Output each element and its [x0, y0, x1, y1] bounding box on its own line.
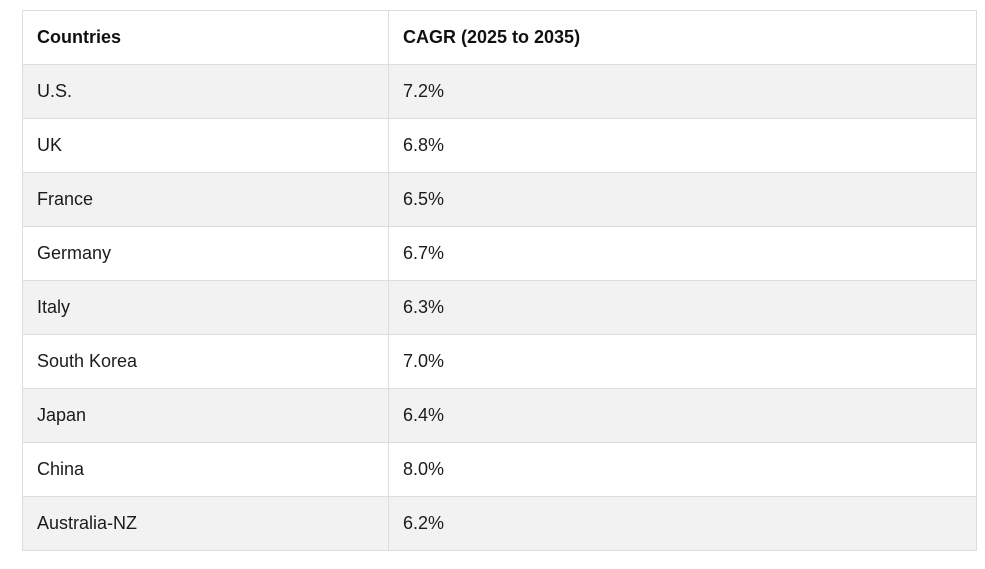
- header-cagr: CAGR (2025 to 2035): [388, 10, 977, 65]
- country-cell: China: [22, 442, 389, 497]
- cagr-cell: 6.2%: [388, 496, 977, 551]
- country-cell: Japan: [22, 388, 389, 443]
- country-cell: Italy: [22, 280, 389, 335]
- header-row: Countries CAGR (2025 to 2035): [22, 10, 977, 65]
- table-body: U.S. 7.2% UK 6.8% France 6.5% Germany 6.…: [22, 64, 977, 551]
- cagr-cell: 6.8%: [388, 118, 977, 173]
- cagr-cell: 7.2%: [388, 64, 977, 119]
- cagr-cell: 8.0%: [388, 442, 977, 497]
- cagr-cell: 7.0%: [388, 334, 977, 389]
- table-row: Australia-NZ 6.2%: [22, 496, 977, 551]
- cagr-cell: 6.4%: [388, 388, 977, 443]
- cagr-cell: 6.7%: [388, 226, 977, 281]
- cagr-by-country-table: Countries CAGR (2025 to 2035) U.S. 7.2% …: [22, 10, 977, 551]
- country-cell: South Korea: [22, 334, 389, 389]
- table-row: UK 6.8%: [22, 118, 977, 173]
- table-row: China 8.0%: [22, 442, 977, 497]
- cagr-cell: 6.5%: [388, 172, 977, 227]
- table-row: France 6.5%: [22, 172, 977, 227]
- country-cell: Germany: [22, 226, 389, 281]
- country-cell: UK: [22, 118, 389, 173]
- table-row: Germany 6.7%: [22, 226, 977, 281]
- table-row: South Korea 7.0%: [22, 334, 977, 389]
- table-row: Japan 6.4%: [22, 388, 977, 443]
- table-row: U.S. 7.2%: [22, 64, 977, 119]
- cagr-table-container: Countries CAGR (2025 to 2035) U.S. 7.2% …: [22, 10, 977, 551]
- table-header: Countries CAGR (2025 to 2035): [22, 10, 977, 65]
- country-cell: U.S.: [22, 64, 389, 119]
- table-row: Italy 6.3%: [22, 280, 977, 335]
- country-cell: France: [22, 172, 389, 227]
- header-countries: Countries: [22, 10, 389, 65]
- cagr-cell: 6.3%: [388, 280, 977, 335]
- country-cell: Australia-NZ: [22, 496, 389, 551]
